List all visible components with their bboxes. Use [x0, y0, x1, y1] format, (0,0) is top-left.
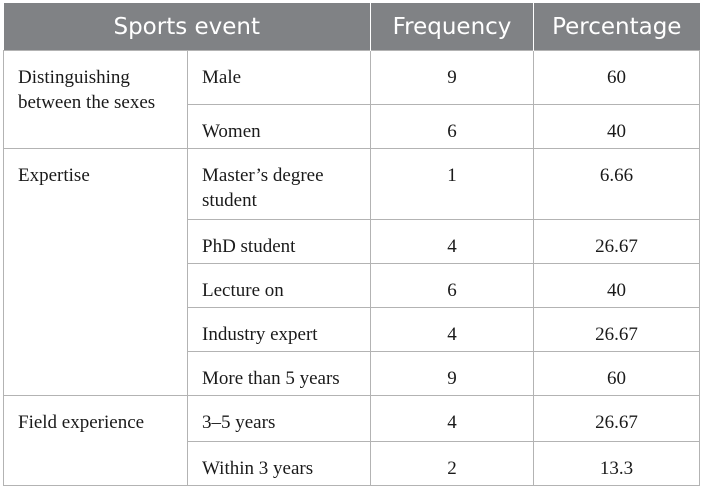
item-label: Master’s degree student [202, 165, 324, 211]
group-label-cell: Expertise [3, 148, 188, 396]
header-sports-event: Sports event [3, 3, 371, 51]
table-row: Expertise Master’s degree student 1 6.66 [3, 148, 701, 396]
group-label: Distinguishing between the sexes [18, 67, 156, 113]
table-row: More than 5 years 9 60 [4, 351, 701, 396]
frequency-cell: 9 [370, 351, 535, 396]
group-label-cell: Field experience [3, 395, 188, 486]
frequency-value: 4 [447, 412, 457, 433]
item-label: Male [202, 67, 242, 88]
frequency-value: 1 [447, 165, 457, 186]
item-label: Women [202, 121, 261, 142]
item-cell: 3–5 years [186, 395, 372, 442]
header-percentage: Percentage [533, 3, 700, 51]
table-row: Industry expert 4 26.67 [4, 307, 701, 352]
frequency-value: 4 [447, 236, 457, 257]
item-cell: Within 3 years [186, 441, 372, 486]
item-cell: PhD student [186, 219, 372, 264]
item-label: 3–5 years [202, 412, 276, 433]
header-row: Sports event Frequency Percentage [3, 3, 700, 51]
percentage-value: 60 [607, 368, 627, 389]
item-label: Lecture on [202, 280, 284, 301]
item-cell: Women [186, 104, 372, 149]
table-row: Distinguishing between the sexes Male 9 … [3, 50, 701, 149]
group-label-cell: Distinguishing between the sexes [3, 50, 188, 149]
frequency-cell: 4 [370, 307, 535, 352]
percentage-value: 13.3 [599, 458, 634, 479]
header-frequency: Frequency [370, 3, 534, 51]
group-label: Expertise [18, 165, 90, 186]
percentage-cell: 40 [533, 104, 701, 149]
item-cell: Lecture on [186, 263, 372, 308]
percentage-value: 40 [607, 121, 627, 142]
percentage-value: 60 [607, 67, 627, 88]
percentage-cell: 60 [533, 351, 701, 396]
frequency-cell: 1 [370, 148, 535, 220]
frequency-cell: 2 [370, 441, 535, 486]
item-label: Industry expert [202, 324, 318, 345]
group-label: Field experience [18, 412, 145, 433]
percentage-value: 26.67 [595, 324, 638, 345]
table-row: PhD student 4 26.67 [4, 219, 701, 264]
item-label: More than 5 years [202, 368, 340, 389]
percentage-cell: 13.3 [533, 441, 701, 486]
percentage-cell: 40 [533, 263, 701, 308]
frequency-value: 6 [447, 121, 457, 142]
frequency-value: 2 [447, 458, 457, 479]
frequency-value: 6 [447, 280, 457, 301]
frequency-value: 9 [447, 67, 457, 88]
item-label: Within 3 years [202, 458, 314, 479]
item-cell: More than 5 years [186, 351, 372, 396]
percentage-cell: 60 [533, 50, 701, 105]
data-table: Sports event Frequency Percentage Distin… [3, 3, 701, 486]
table-row: Field experience 3–5 years 4 26.67 [3, 395, 701, 486]
frequency-value: 4 [447, 324, 457, 345]
percentage-cell: 26.67 [533, 395, 701, 442]
percentage-cell: 26.67 [533, 307, 701, 352]
table-row: Within 3 years 2 13.3 [4, 441, 701, 486]
frequency-cell: 4 [370, 395, 535, 442]
percentage-value: 26.67 [595, 412, 638, 433]
item-cell: Industry expert [186, 307, 372, 352]
percentage-value: 26.67 [595, 236, 638, 257]
item-label: PhD student [202, 236, 296, 257]
frequency-value: 9 [447, 368, 457, 389]
frequency-cell: 6 [370, 104, 535, 149]
percentage-value: 6.66 [599, 165, 634, 186]
percentage-cell: 6.66 [533, 148, 701, 220]
frequency-cell: 4 [370, 219, 535, 264]
table-row: Women 6 40 [4, 104, 701, 149]
item-cell: Master’s degree student [186, 148, 372, 220]
frequency-cell: 9 [370, 50, 535, 105]
frequency-cell: 6 [370, 263, 535, 308]
item-cell: Male [186, 50, 372, 105]
percentage-value: 40 [607, 280, 627, 301]
percentage-cell: 26.67 [533, 219, 701, 264]
